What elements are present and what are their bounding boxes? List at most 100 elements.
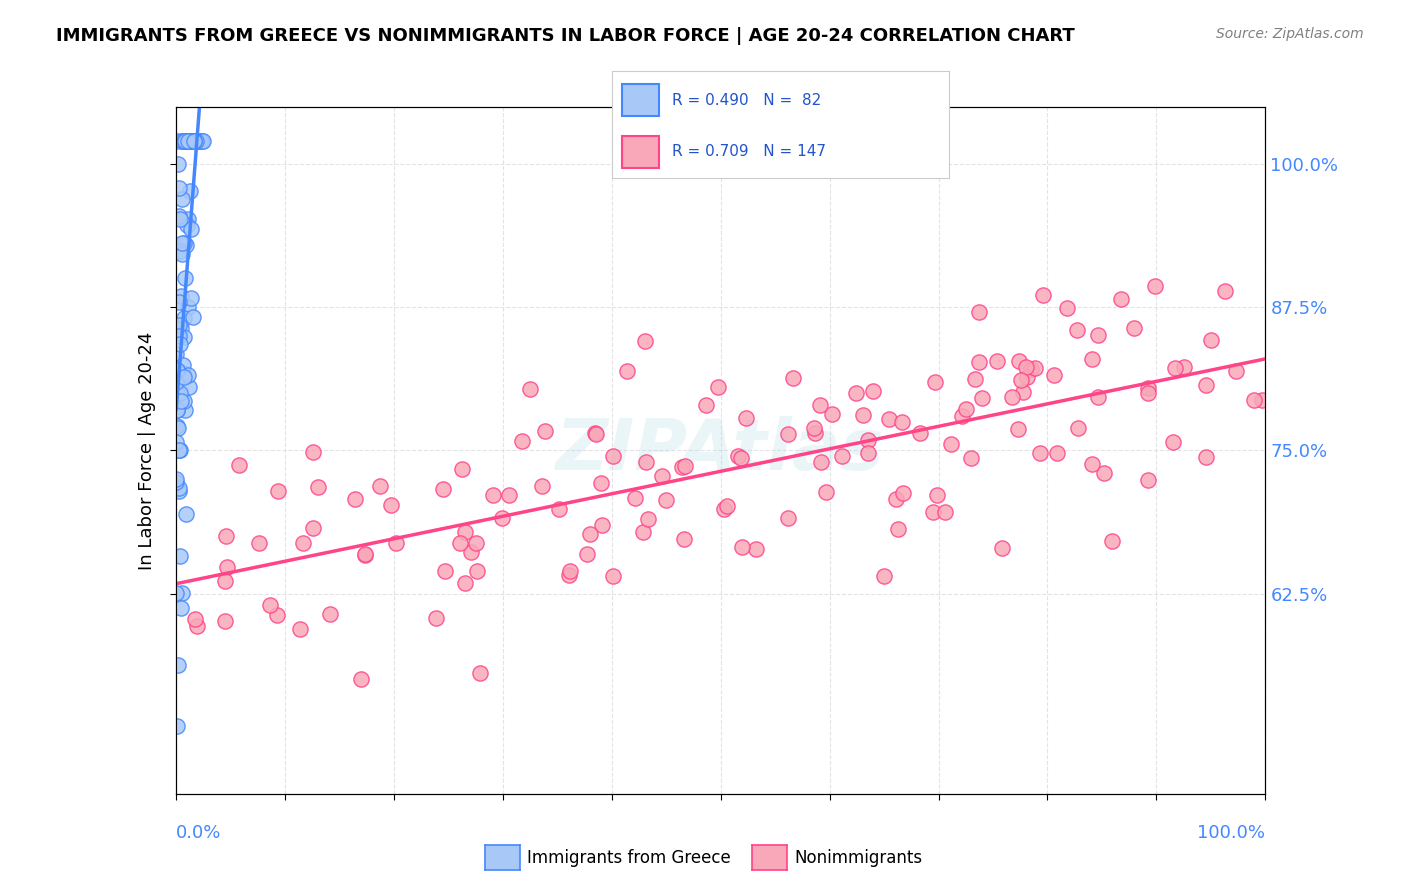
Point	[1213, 284, 1236, 298]
Point	[169, 211, 191, 226]
Point	[803, 421, 825, 435]
Point	[180, 292, 202, 306]
Point	[166, 403, 188, 417]
Point	[166, 719, 188, 733]
Point	[695, 398, 717, 412]
Point	[215, 529, 238, 543]
Point	[165, 475, 187, 489]
Point	[624, 491, 647, 505]
Point	[585, 426, 607, 441]
Point	[215, 559, 238, 574]
Point	[167, 318, 190, 332]
Point	[176, 218, 198, 232]
Point	[167, 442, 190, 457]
Point	[170, 247, 193, 261]
Point	[167, 328, 190, 343]
Point	[167, 483, 190, 498]
Point	[1043, 368, 1066, 382]
Point	[730, 450, 752, 465]
Point	[172, 359, 194, 373]
Point	[1080, 457, 1102, 471]
Point	[1087, 390, 1109, 404]
Point	[967, 304, 990, 318]
Point	[814, 484, 837, 499]
Point	[247, 536, 270, 550]
Point	[950, 409, 973, 424]
Point	[845, 386, 868, 401]
Point	[173, 403, 195, 417]
Point	[1021, 362, 1043, 376]
Point	[1015, 360, 1038, 375]
Point	[176, 135, 198, 149]
Point	[465, 536, 488, 550]
Point	[1194, 450, 1216, 464]
Point	[776, 511, 799, 525]
FancyBboxPatch shape	[621, 136, 659, 168]
Point	[808, 398, 831, 412]
Point	[190, 135, 212, 149]
Point	[169, 394, 191, 409]
Point	[173, 135, 195, 149]
Point	[186, 135, 208, 149]
Point	[1195, 378, 1218, 392]
Point	[465, 564, 488, 578]
Point	[179, 185, 201, 199]
Point	[558, 564, 581, 578]
Point	[180, 135, 202, 149]
Point	[169, 336, 191, 351]
Point	[180, 135, 202, 149]
Point	[735, 411, 758, 425]
Text: IMMIGRANTS FROM GREECE VS NONIMMIGRANTS IN LABOR FORCE | AGE 20-24 CORRELATION C: IMMIGRANTS FROM GREECE VS NONIMMIGRANTS …	[56, 27, 1076, 45]
Point	[803, 426, 825, 441]
Point	[713, 502, 735, 516]
Point	[862, 384, 884, 399]
Point	[172, 192, 194, 206]
Text: R = 0.490   N =  82: R = 0.490 N = 82	[672, 93, 821, 108]
Text: Immigrants from Greece: Immigrants from Greece	[527, 849, 731, 867]
Point	[986, 353, 1008, 368]
Point	[170, 601, 193, 615]
Point	[174, 238, 197, 252]
Text: Source: ZipAtlas.com: Source: ZipAtlas.com	[1216, 27, 1364, 41]
Point	[167, 481, 190, 495]
Point	[183, 135, 205, 149]
Point	[744, 542, 766, 557]
Point	[852, 408, 875, 422]
Point	[939, 437, 962, 451]
Point	[591, 518, 613, 533]
Point	[165, 471, 187, 485]
Point	[633, 334, 655, 348]
Point	[172, 135, 194, 149]
Point	[1066, 421, 1088, 435]
Point	[1066, 322, 1088, 336]
Point	[1046, 445, 1069, 459]
Point	[167, 181, 190, 195]
Point	[579, 526, 602, 541]
Point	[1144, 278, 1167, 293]
Point	[170, 320, 193, 334]
Point	[831, 449, 853, 463]
Text: 0.0%: 0.0%	[176, 824, 221, 842]
Point	[350, 673, 373, 687]
Point	[886, 491, 908, 506]
Point	[183, 135, 205, 149]
Point	[174, 507, 197, 521]
Point	[1056, 301, 1078, 316]
Point	[1032, 287, 1054, 301]
Point	[214, 574, 236, 588]
Point	[671, 460, 693, 475]
Point	[470, 666, 492, 681]
Point	[1163, 435, 1185, 450]
Point	[1137, 381, 1160, 395]
Point	[602, 449, 624, 463]
Point	[454, 575, 477, 590]
Point	[166, 363, 188, 377]
Point	[1164, 361, 1187, 376]
Point	[1029, 446, 1052, 460]
Point	[1092, 467, 1115, 481]
Point	[510, 434, 533, 448]
Point	[990, 541, 1012, 555]
Point	[1012, 385, 1035, 400]
Point	[165, 347, 187, 361]
Point	[166, 434, 188, 449]
